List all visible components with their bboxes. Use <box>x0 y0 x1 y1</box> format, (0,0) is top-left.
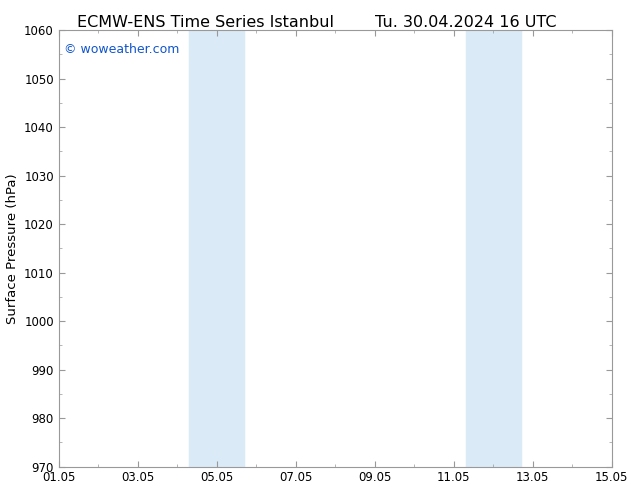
Text: © woweather.com: © woweather.com <box>64 43 179 56</box>
Bar <box>465 30 521 466</box>
Text: ECMW-ENS Time Series Istanbul        Tu. 30.04.2024 16 UTC: ECMW-ENS Time Series Istanbul Tu. 30.04.… <box>77 15 557 30</box>
Y-axis label: Surface Pressure (hPa): Surface Pressure (hPa) <box>6 173 18 324</box>
Bar <box>189 30 244 466</box>
